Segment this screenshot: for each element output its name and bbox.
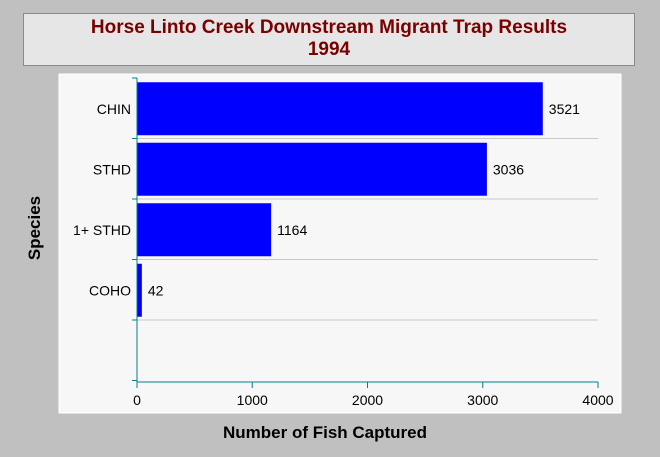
data-label: 3521 [549, 101, 580, 117]
x-tick-label: 2000 [352, 392, 383, 408]
bar [137, 82, 543, 136]
data-label: 1164 [277, 222, 307, 238]
x-tick-label: 4000 [582, 392, 613, 408]
labels: CHIN 3521 STHD 3036 1+ STHD 1164 COHO 42 0 1000 20… [73, 101, 614, 408]
chart-subtitle: 1994 [307, 39, 351, 60]
data-label: 3036 [493, 161, 524, 177]
x-tick-label: 3000 [467, 392, 498, 408]
chart-title: Horse Linto Creek Downstream Migrant Tra… [90, 17, 568, 38]
y-axis-title: Species [25, 196, 44, 260]
category-label: 1+ STHD [73, 222, 131, 238]
x-tick-label: 1000 [237, 392, 268, 408]
category-label: STHD [93, 161, 131, 177]
bar [137, 263, 142, 317]
category-label: CHIN [97, 101, 131, 117]
category-label: COHO [89, 282, 131, 298]
x-tick-label: 0 [133, 392, 141, 408]
axes [132, 77, 599, 388]
chart-title-box: Horse Linto Creek Downstream Migrant Tra… [23, 13, 635, 66]
data-label: 42 [148, 282, 164, 298]
gridlines [137, 138, 598, 321]
bars [137, 82, 543, 317]
x-axis-title: Number of Fish Captured [223, 423, 427, 442]
bar [137, 203, 272, 257]
bar [137, 142, 487, 196]
